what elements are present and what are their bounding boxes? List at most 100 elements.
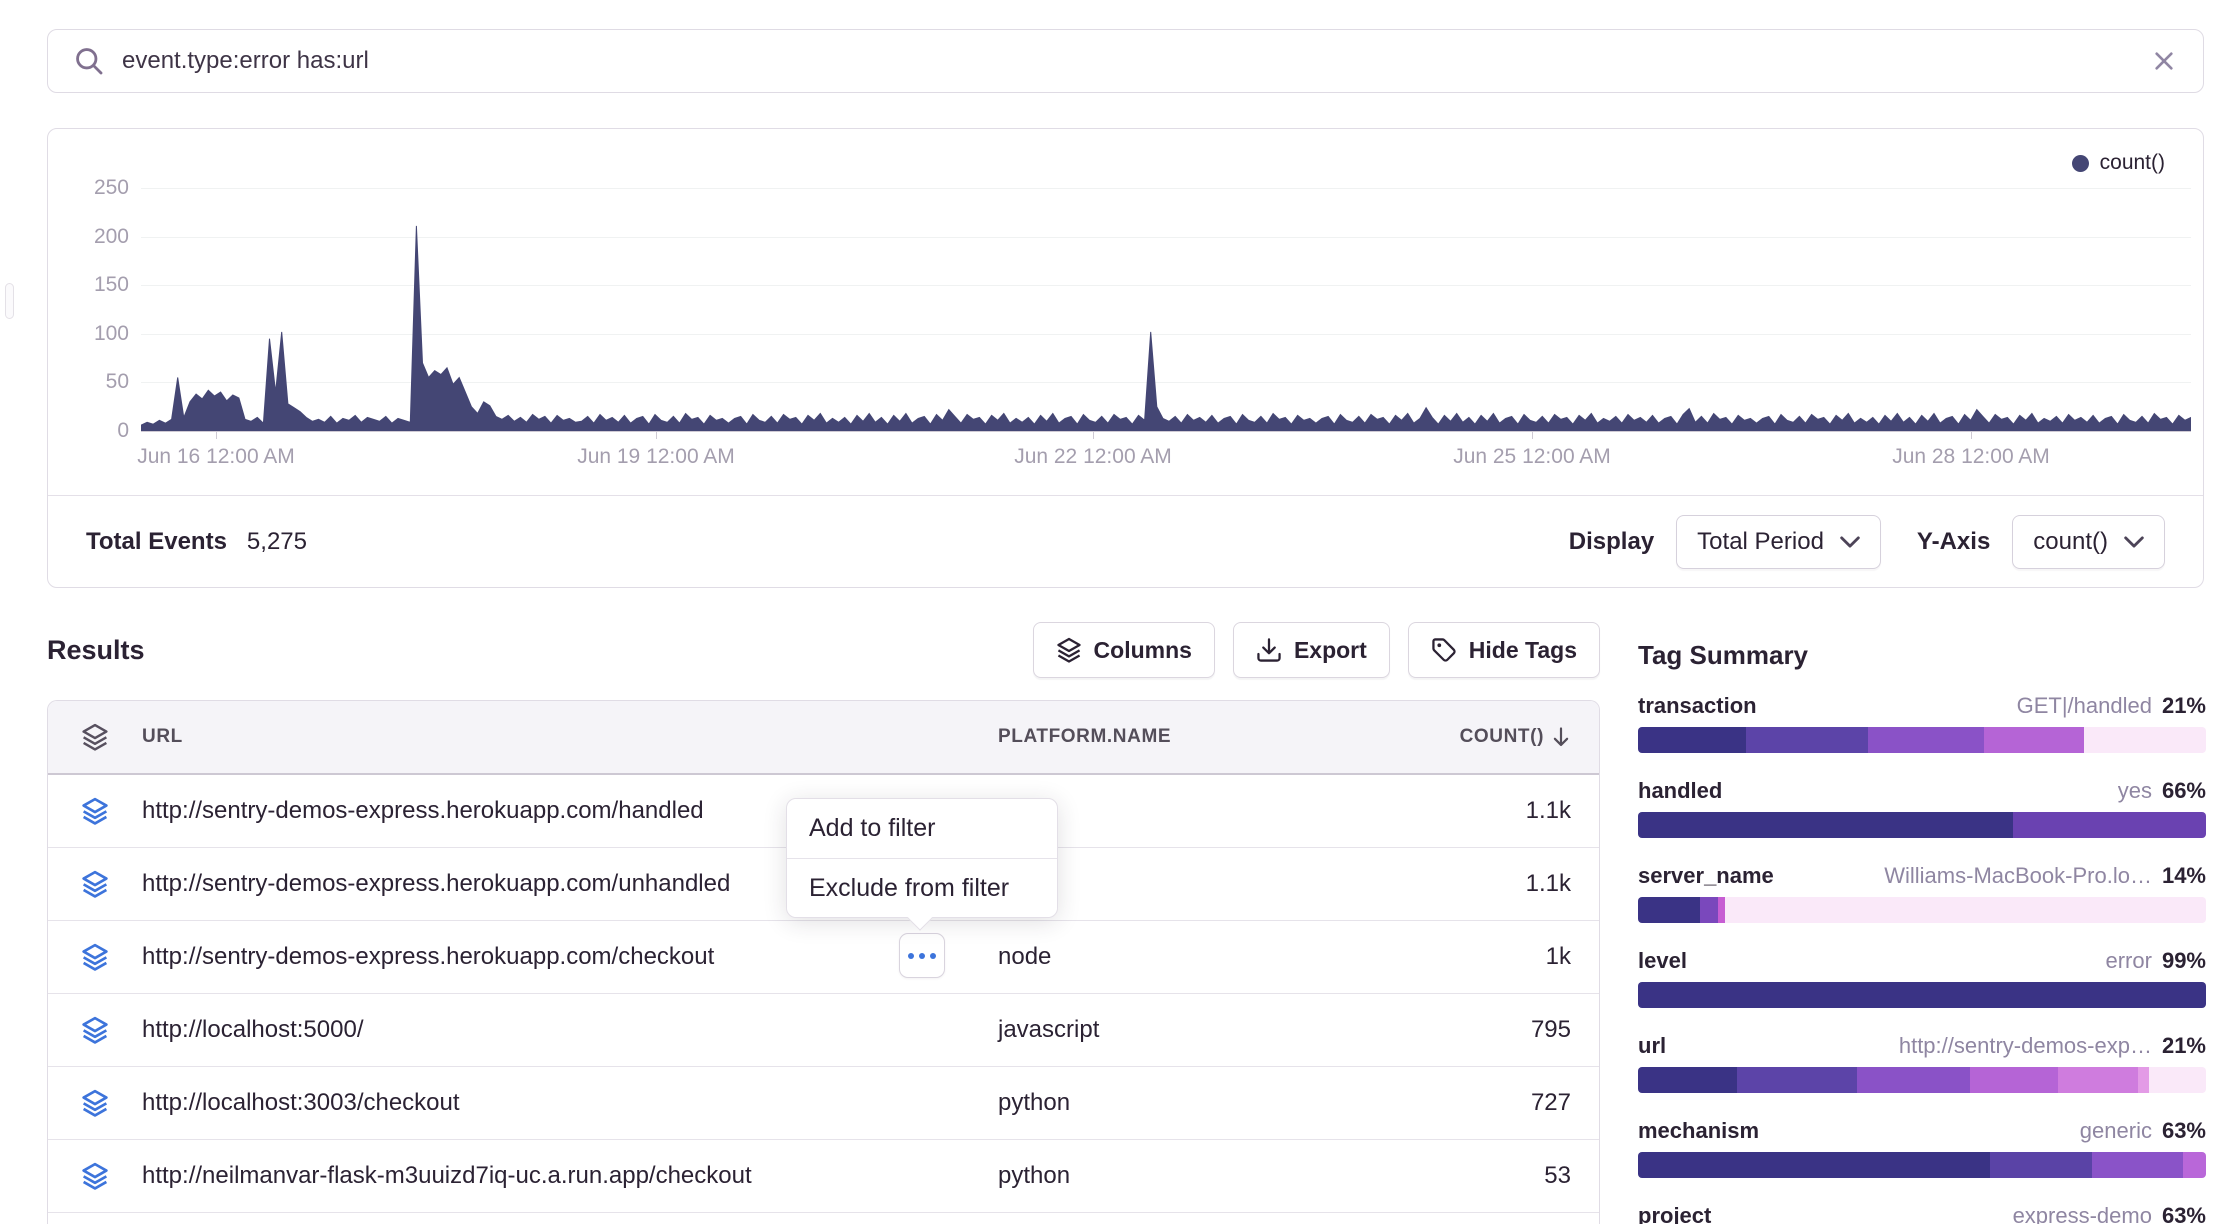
tag-distribution-bar[interactable]: [1638, 812, 2206, 838]
table-row[interactable]: http://sentry-demos-express.herokuapp.co…: [48, 921, 1599, 994]
y-axis-tick-label: 150: [66, 273, 129, 297]
chevron-down-icon: [1840, 535, 1860, 549]
tag-bar-segment[interactable]: [1990, 1152, 2092, 1178]
open-group-icon[interactable]: [48, 870, 142, 898]
x-axis-tick: [1971, 431, 1972, 439]
stack-icon: [1056, 637, 1082, 663]
tag-bar-segment[interactable]: [1638, 897, 1700, 923]
tag-bar-segment[interactable]: [1638, 982, 2206, 1008]
table-row[interactable]: http://neilmanvar-flask-m3uuizd7iq-uc.a.…: [48, 1140, 1599, 1213]
tag-summary-title: Tag Summary: [1638, 640, 2206, 671]
count-cell[interactable]: 53: [1428, 1162, 1571, 1190]
x-axis-tick-label: Jun 19 12:00 AM: [516, 445, 796, 469]
count-cell[interactable]: 1.1k: [1428, 797, 1571, 825]
tag-bar-segment[interactable]: [1718, 897, 1725, 923]
tag-icon: [1431, 637, 1457, 663]
column-header-platform[interactable]: PLATFORM.NAME: [998, 726, 1428, 748]
tag-distribution-bar[interactable]: [1638, 982, 2206, 1008]
open-group-icon[interactable]: [48, 1016, 142, 1044]
open-group-icon[interactable]: [48, 1162, 142, 1190]
search-bar[interactable]: event.type:error has:url: [47, 29, 2204, 93]
total-events-label: Total Events: [86, 528, 227, 556]
column-header-url[interactable]: URL: [142, 726, 998, 748]
count-cell[interactable]: 1k: [1428, 943, 1571, 971]
platform-cell[interactable]: javascript: [998, 1016, 1428, 1044]
platform-cell[interactable]: python: [998, 1162, 1428, 1190]
ellipsis-dot-icon: [930, 953, 936, 959]
tag-bar-segment[interactable]: [1868, 727, 1984, 753]
tag-bar-segment[interactable]: [2092, 1152, 2183, 1178]
table-row[interactable]: http://localhost:5000/javascript795: [48, 994, 1599, 1067]
tag-bar-segment[interactable]: [1970, 1067, 2058, 1093]
url-cell[interactable]: http://localhost:5000/: [142, 1016, 998, 1044]
tag-bar-segment[interactable]: [1725, 897, 2206, 923]
yaxis-dropdown[interactable]: count(): [2012, 515, 2165, 569]
x-axis-tick-label: Jun 22 12:00 AM: [953, 445, 1233, 469]
tag-bar-segment[interactable]: [2084, 727, 2206, 753]
tag-top-percent: 14%: [2162, 863, 2206, 889]
tag-bar-segment[interactable]: [1638, 1152, 1990, 1178]
tag-summary: Tag Summary transactionGET|/handled21%ha…: [1638, 640, 2206, 1224]
tag-bar-segment[interactable]: [1737, 1067, 1856, 1093]
url-cell[interactable]: http://localhost:3003/checkout: [142, 1089, 998, 1117]
tag-bar-segment[interactable]: [1857, 1067, 1971, 1093]
tag-bar-segment[interactable]: [1638, 727, 1746, 753]
platform-cell[interactable]: node: [998, 943, 1428, 971]
tag-distribution-bar[interactable]: [1638, 1067, 2206, 1093]
tag-distribution-bar[interactable]: [1638, 897, 2206, 923]
count-cell[interactable]: 795: [1428, 1016, 1571, 1044]
tag-bar-segment[interactable]: [1984, 727, 2083, 753]
url-cell[interactable]: http://neilmanvar-flask-m3uuizd7iq-uc.a.…: [142, 1162, 998, 1190]
cell-actions-button[interactable]: [899, 933, 945, 978]
tag-bar-segment[interactable]: [2149, 1067, 2206, 1093]
download-icon: [1256, 637, 1282, 663]
tag-distribution-bar[interactable]: [1638, 1152, 2206, 1178]
stack-icon: [81, 1016, 109, 1044]
table-header-row: URL PLATFORM.NAME COUNT(): [48, 701, 1599, 775]
open-group-icon[interactable]: [48, 1089, 142, 1117]
menu-item-add-to-filter[interactable]: Add to filter: [787, 799, 1057, 858]
tag-distribution-bar[interactable]: [1638, 727, 2206, 753]
tag-bar-segment[interactable]: [1700, 897, 1717, 923]
count-cell[interactable]: 1.1k: [1428, 870, 1571, 898]
tag-bar-segment[interactable]: [1638, 1067, 1737, 1093]
tag-bar-segment[interactable]: [2138, 1067, 2149, 1093]
clear-search-icon[interactable]: [2151, 48, 2177, 74]
results-table: URL PLATFORM.NAME COUNT() http://sentry-…: [47, 700, 1600, 1224]
ellipsis-dot-icon: [908, 953, 914, 959]
y-axis-tick-label: 250: [66, 176, 129, 200]
tag-bar-segment[interactable]: [2058, 1067, 2138, 1093]
open-group-icon[interactable]: [48, 943, 142, 971]
tag-name: level: [1638, 948, 1687, 974]
tag-top-value: express-demo: [2013, 1203, 2152, 1224]
events-chart-panel: count() 250200150100500Jun 16 12:00 AMJu…: [47, 128, 2204, 588]
open-group-icon[interactable]: [48, 797, 142, 825]
panel-resize-handle[interactable]: [5, 283, 14, 319]
total-events-value: 5,275: [247, 528, 307, 556]
tag-top-percent: 21%: [2162, 693, 2206, 719]
column-header-count[interactable]: COUNT(): [1428, 726, 1571, 748]
tag-name: url: [1638, 1033, 1666, 1059]
count-cell[interactable]: 727: [1428, 1089, 1571, 1117]
url-cell[interactable]: http://sentry-demos-express.herokuapp.co…: [142, 943, 998, 971]
stack-icon: [81, 1162, 109, 1190]
x-axis-tick-label: Jun 25 12:00 AM: [1392, 445, 1672, 469]
y-axis-tick-label: 100: [66, 322, 129, 346]
hide-tags-button[interactable]: Hide Tags: [1408, 622, 1600, 678]
hide-tags-button-label: Hide Tags: [1469, 637, 1577, 664]
columns-button[interactable]: Columns: [1033, 622, 1215, 678]
export-button[interactable]: Export: [1233, 622, 1390, 678]
tag-bar-segment[interactable]: [2013, 812, 2206, 838]
platform-cell[interactable]: python: [998, 1089, 1428, 1117]
search-input[interactable]: event.type:error has:url: [122, 47, 2151, 75]
x-axis-line: [141, 431, 2191, 432]
tag-name: project: [1638, 1203, 1711, 1224]
tag-bar-segment[interactable]: [1638, 812, 2013, 838]
display-dropdown[interactable]: Total Period: [1676, 515, 1881, 569]
tag-bar-segment[interactable]: [1746, 727, 1868, 753]
display-dropdown-value: Total Period: [1697, 528, 1824, 556]
table-row[interactable]: http://localhost:3003/checkoutpython727: [48, 1067, 1599, 1140]
tag-bar-segment[interactable]: [2183, 1152, 2206, 1178]
event-area-chart[interactable]: [141, 151, 2191, 431]
columns-button-label: Columns: [1094, 637, 1192, 664]
